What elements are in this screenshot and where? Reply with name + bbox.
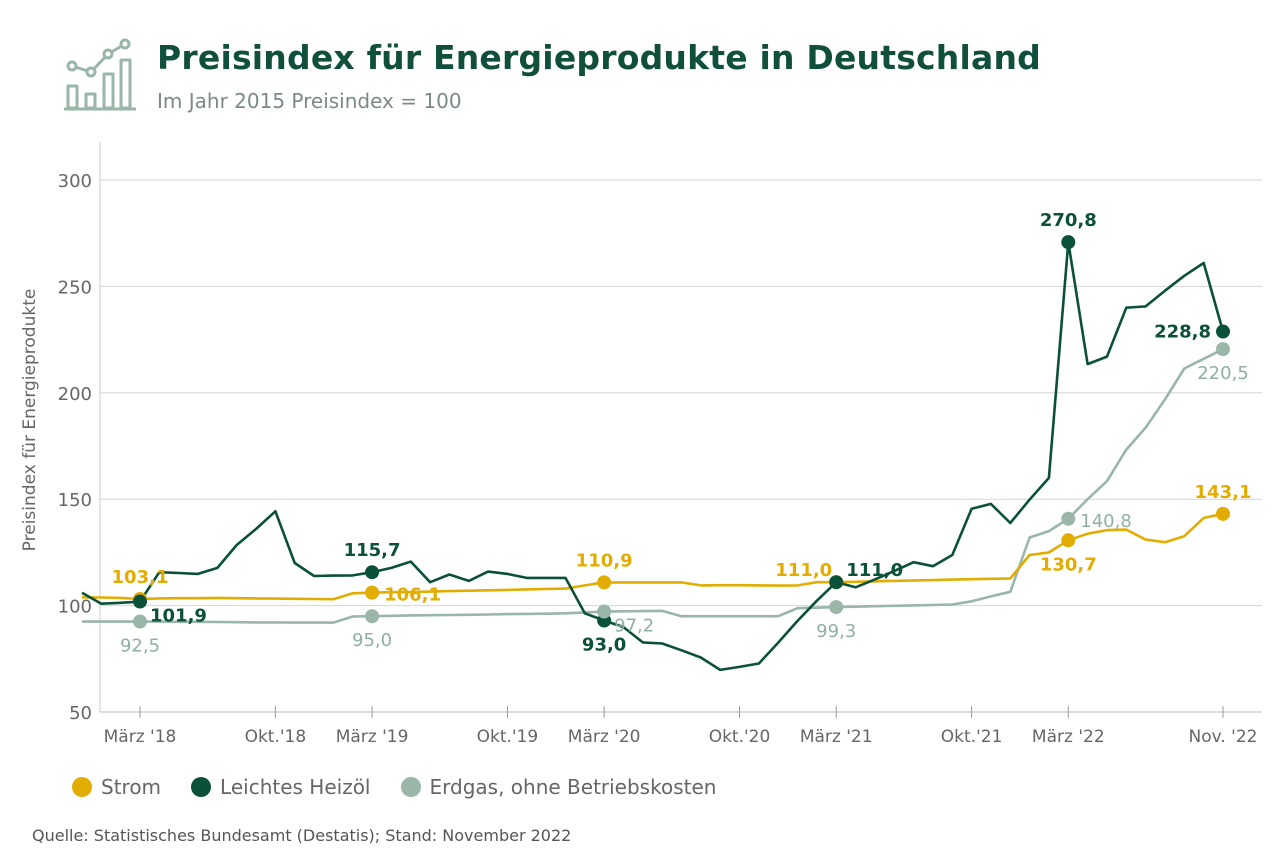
x-axis: März '18 Okt.'18 März '19 Okt.'19 März '20 Ok… xyxy=(104,706,1258,747)
series-line-0 xyxy=(81,512,1224,601)
legend: Strom Leichtes Heizöl Erdgas, ohne Betri… xyxy=(72,775,746,799)
data-label-0-26: 110,9 xyxy=(576,550,633,571)
x-tick-label-8: März '22 xyxy=(1032,727,1105,747)
data-label-2-50: 140,8 xyxy=(1080,511,1132,532)
data-label-1-50: 270,8 xyxy=(1040,210,1097,231)
data-point-2-50 xyxy=(1061,511,1076,526)
data-point-2-14 xyxy=(365,609,380,624)
y-tick-label-100: 100 xyxy=(58,597,92,618)
y-axis-label: Preisindex für Energieprodukte xyxy=(20,289,40,552)
data-point-1-50 xyxy=(1061,235,1076,250)
data-point-1-58 xyxy=(1216,324,1230,339)
y-tick-label-50: 50 xyxy=(69,703,92,724)
data-point-2-58 xyxy=(1216,342,1230,357)
legend-label-erdgas: Erdgas, ohne Betriebskosten xyxy=(429,775,717,799)
series-lines xyxy=(81,240,1225,672)
y-tick-label-300: 300 xyxy=(58,171,92,192)
x-tick-label-7: Okt.'21 xyxy=(941,727,1003,747)
y-tick-label-150: 150 xyxy=(58,490,92,511)
series-points xyxy=(133,235,1230,629)
series-line-1 xyxy=(81,240,1225,672)
y-tick-label-200: 200 xyxy=(58,384,92,405)
data-label-2-26: 97,2 xyxy=(614,616,654,637)
data-label-0-50: 130,7 xyxy=(1040,554,1097,575)
chart-subtitle: Im Jahr 2015 Preisindex = 100 xyxy=(157,89,462,113)
legend-item-erdgas: Erdgas, ohne Betriebskosten xyxy=(400,775,717,799)
data-label-1-2: 101,9 xyxy=(150,606,207,627)
chart-title: Preisindex für Energieprodukte in Deutsc… xyxy=(157,38,1041,77)
data-label-1-26: 93,0 xyxy=(582,634,626,655)
x-tick-label-0: März '18 xyxy=(104,727,177,747)
data-label-2-38: 99,3 xyxy=(816,621,856,642)
y-tick-label-250: 250 xyxy=(58,277,92,298)
x-tick-label-5: Okt.'20 xyxy=(709,727,771,747)
x-tick-label-4: März '20 xyxy=(568,727,641,747)
data-label-0-38: 111,0 xyxy=(775,560,832,581)
data-label-0-14: 106,1 xyxy=(384,585,441,606)
x-tick-label-6: März '21 xyxy=(800,727,873,747)
legend-item-strom: Strom xyxy=(72,775,161,799)
data-point-2-38 xyxy=(829,600,844,615)
series-line-2 xyxy=(82,348,1224,624)
data-point-0-14 xyxy=(365,585,380,600)
legend-item-heizoel: Leichtes Heizöl xyxy=(191,775,371,799)
data-label-1-38: 111,0 xyxy=(846,560,903,581)
legend-label-strom: Strom xyxy=(101,775,162,799)
data-label-0-2: 103,1 xyxy=(112,567,169,588)
data-point-2-26 xyxy=(597,604,612,619)
data-label-1-58: 228,8 xyxy=(1154,322,1211,343)
data-point-1-38 xyxy=(829,575,844,590)
x-tick-label-9: Nov. '22 xyxy=(1189,727,1258,747)
legend-dot-heizoel xyxy=(191,777,212,797)
data-point-0-50 xyxy=(1061,533,1076,548)
data-point-1-2 xyxy=(133,594,147,609)
source-note: Quelle: Statistisches Bundesamt (Destati… xyxy=(32,826,572,845)
data-point-1-14 xyxy=(365,565,380,580)
x-tick-label-1: Okt.'18 xyxy=(245,727,307,747)
x-tick-label-2: März '19 xyxy=(336,727,409,747)
legend-label-heizoel: Leichtes Heizöl xyxy=(220,775,371,799)
data-label-2-58: 220,5 xyxy=(1197,363,1249,384)
chart-logo-icon xyxy=(64,38,136,111)
x-tick-label-3: Okt.'19 xyxy=(477,727,539,747)
data-labels: 103,1 106,1 110,9 111,0 130,7 143,1 101,9 115,7… xyxy=(112,210,1252,656)
data-point-0-26 xyxy=(597,575,612,590)
data-label-1-14: 115,7 xyxy=(344,540,401,561)
data-label-2-2: 92,5 xyxy=(120,636,160,657)
data-label-2-14: 95,0 xyxy=(352,630,392,651)
legend-dot-erdgas xyxy=(400,777,421,797)
data-label-0-58: 143,1 xyxy=(1195,482,1252,503)
data-point-0-58 xyxy=(1216,506,1230,521)
data-point-2-2 xyxy=(133,614,147,629)
legend-dot-strom xyxy=(72,777,92,797)
